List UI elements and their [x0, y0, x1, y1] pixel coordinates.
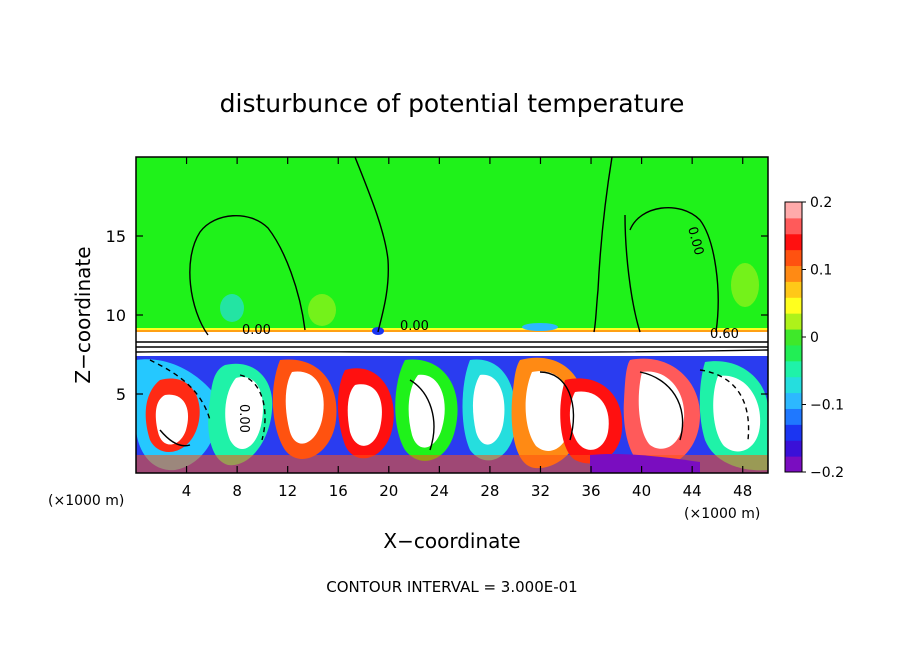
colorbar-swatch	[785, 376, 802, 394]
contour-label: 0.00	[242, 323, 271, 338]
colorbar-swatch	[785, 424, 802, 441]
colorbar: 0.2 0.1 0 −0.1 −0.2	[784, 195, 844, 481]
contour-label: 0.00	[400, 319, 429, 334]
colorbar-swatch	[785, 233, 802, 251]
colorbar-tick-label: −0.1	[810, 398, 844, 414]
x-tick-label: 24	[430, 482, 449, 500]
x-tick-label: 20	[379, 482, 398, 500]
colorbar-tick-label: 0	[810, 330, 819, 346]
contour-label: 0.60	[710, 327, 739, 342]
colorbar-swatch	[785, 329, 802, 346]
y-tick-label: 15	[106, 227, 126, 246]
colorbar-swatch	[785, 297, 802, 314]
colorbar-swatch	[785, 313, 802, 330]
x-axis-label: X−coordinate	[383, 529, 520, 553]
y-tick-label: 10	[106, 306, 126, 325]
x-unit-right: (×1000 m)	[684, 506, 760, 522]
contour-interval-text: CONTOUR INTERVAL = 3.000E-01	[326, 578, 577, 596]
colorbar-swatch	[785, 456, 802, 473]
colorbar-tick-label: 0.1	[810, 263, 832, 279]
x-tick-label: 12	[278, 482, 297, 500]
colorbar-tick-label: 0.2	[810, 195, 832, 211]
chart-title: disturbunce of potential temperature	[220, 89, 685, 118]
colorbar-tick-label: −0.2	[810, 465, 844, 481]
x-tick-label: 40	[632, 482, 651, 500]
colorbar-swatch	[785, 392, 802, 409]
colorbar-swatch	[785, 281, 802, 298]
colorbar-swatch	[785, 360, 802, 378]
contour-lines	[136, 157, 768, 451]
eddy-patches	[136, 357, 768, 473]
upper-blobs	[220, 263, 759, 335]
y-axis: 5 10 15	[106, 227, 768, 404]
colorbar-swatch	[785, 265, 802, 282]
inversion-band-orange	[136, 330, 768, 332]
colorbar-swatch	[785, 202, 802, 219]
contour-label: 0.00	[684, 225, 706, 257]
x-tick-label: 16	[329, 482, 348, 500]
x-tick-label: 32	[531, 482, 550, 500]
x-unit-left: (×1000 m)	[48, 493, 124, 509]
colorbar-swatch	[785, 440, 802, 457]
x-tick-label: 4	[182, 482, 192, 500]
colorbar-swatch	[785, 408, 802, 425]
y-tick-label: 5	[116, 385, 126, 404]
plot-area	[136, 157, 768, 473]
x-tick-label: 44	[683, 482, 702, 500]
colorbar-swatch	[785, 217, 802, 235]
colorbar-swatch	[785, 249, 802, 267]
x-tick-label: 36	[581, 482, 600, 500]
colorbar-swatch	[785, 344, 802, 362]
x-tick-label: 28	[480, 482, 499, 500]
x-axis: 4 8 12 16 20 24 28 32 36 40 44 48	[182, 157, 752, 500]
contour-label: 0.00	[236, 404, 251, 433]
contour-label-group: 0.00 0.00 0.60 0.00 0.00	[236, 225, 739, 433]
x-tick-label: 8	[232, 482, 242, 500]
y-axis-label: Z−coordinate	[71, 246, 95, 383]
x-tick-label: 48	[733, 482, 752, 500]
